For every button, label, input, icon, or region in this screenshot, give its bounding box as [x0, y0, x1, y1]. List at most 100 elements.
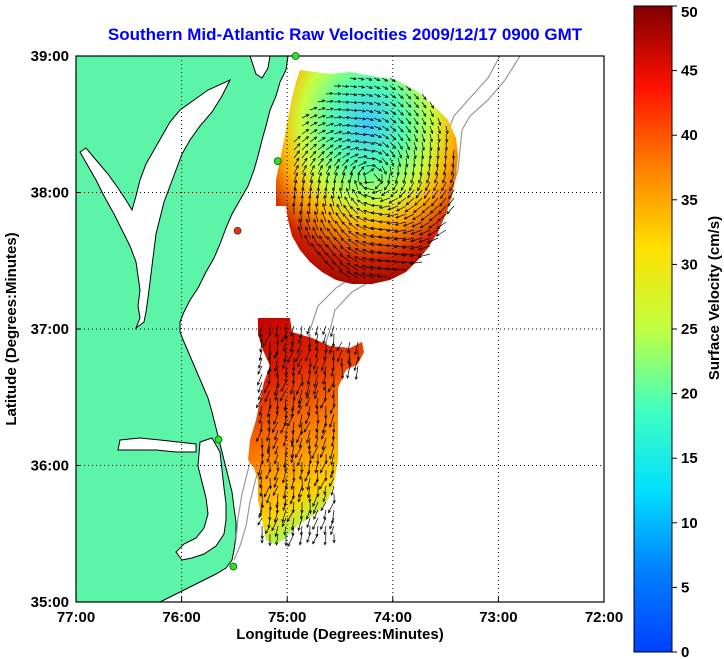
velocity-arrow [389, 77, 396, 82]
velocity-arrow-head [268, 542, 272, 547]
velocity-arrow-head [265, 530, 269, 535]
velocity-arrow-head [322, 129, 326, 133]
velocity-arrow [381, 77, 388, 82]
velocity-arrow [339, 254, 351, 263]
velocity-arrow [394, 237, 407, 240]
velocity-arrow [301, 121, 309, 127]
velocity-arrow [427, 237, 439, 244]
velocity-arrow-head [361, 248, 366, 253]
velocity-arrow [357, 77, 365, 80]
velocity-arrow [349, 147, 359, 151]
velocity-arrow-head [258, 334, 262, 338]
velocity-arrow [325, 108, 334, 111]
colorbar [633, 5, 673, 653]
velocity-arrow-head [377, 235, 382, 239]
velocity-arrow [293, 143, 301, 151]
velocity-arrow [312, 517, 319, 530]
velocity-arrow-head [313, 391, 317, 396]
velocity-arrow [274, 445, 279, 455]
velocity-arrow-head [414, 202, 418, 206]
velocity-arrow [341, 229, 351, 239]
velocity-arrow [365, 109, 374, 113]
velocity-arrow [267, 453, 271, 463]
velocity-arrow-head [313, 136, 318, 140]
velocity-arrow-head [347, 230, 352, 234]
velocity-arrow-head [445, 139, 449, 143]
velocity-arrow-head [355, 232, 359, 236]
velocity-arrow-head [297, 410, 301, 415]
velocity-arrow [373, 141, 382, 147]
velocity-arrow [280, 389, 287, 402]
velocity-arrow-head [407, 87, 412, 92]
velocity-arrow [322, 325, 327, 335]
velocity-arrow [373, 117, 382, 122]
velocity-arrow [317, 107, 326, 111]
velocity-arrow-head [384, 78, 389, 82]
velocity-arrow [325, 130, 334, 135]
velocity-arrow [301, 158, 308, 167]
velocity-arrow-head [419, 232, 423, 236]
velocity-arrow-head [337, 84, 342, 88]
velocity-arrow [261, 493, 264, 508]
velocity-arrow-head [361, 264, 366, 268]
velocity-arrow [293, 172, 298, 183]
velocity-arrow-head [329, 151, 334, 155]
velocity-arrow [290, 341, 295, 353]
velocity-arrow-head [346, 108, 351, 112]
velocity-arrow [419, 229, 431, 236]
colorbar-ticks: 0 5 10 15 20 25 30 35 40 45 50 [672, 4, 698, 659]
velocity-arrow-head [322, 202, 326, 207]
velocity-arrow-head [296, 349, 300, 354]
velocity-arrow-head [402, 180, 406, 184]
velocity-arrow-head [438, 122, 442, 126]
velocity-arrow-head [430, 130, 434, 135]
velocity-arrow [333, 158, 341, 167]
velocity-arrow [325, 123, 334, 127]
velocity-arrow-head [312, 150, 317, 155]
velocity-arrow [436, 157, 439, 167]
velocity-arrow-head [322, 381, 326, 385]
velocity-arrow [287, 413, 295, 427]
velocity-arrow-head [312, 510, 317, 515]
velocity-arrow-head [290, 443, 295, 448]
velocity-arrow-head [298, 424, 302, 429]
velocity-arrow-head [363, 186, 368, 190]
velocity-arrow [283, 437, 287, 447]
velocity-arrow-head [303, 164, 307, 169]
velocity-arrow-head [387, 180, 391, 185]
velocity-arrow [396, 205, 407, 212]
velocity-arrow-head [314, 371, 318, 375]
velocity-arrow-head [340, 375, 345, 380]
velocity-arrow [301, 114, 309, 119]
velocity-arrow-head [324, 186, 328, 191]
velocity-arrow-head [283, 422, 287, 427]
velocity-arrow-head [297, 135, 301, 140]
velocity-arrow-head [322, 122, 326, 126]
velocity-arrow [306, 509, 311, 520]
velocity-arrow-head [407, 129, 411, 134]
velocity-arrow-head [440, 195, 444, 200]
velocity-arrow-head [300, 469, 304, 474]
velocity-arrow-head [349, 205, 354, 210]
velocity-arrow [363, 172, 367, 183]
velocity-arrow [373, 125, 382, 130]
velocity-arrow [348, 349, 351, 364]
velocity-arrow-head [306, 330, 310, 335]
velocity-arrow-head [317, 179, 321, 184]
velocity-arrow-head [392, 78, 396, 82]
velocity-arrow [319, 227, 327, 239]
velocity-arrow-head [321, 136, 326, 141]
velocity-arrow-head [290, 342, 294, 346]
velocity-arrow-head [321, 99, 326, 103]
velocity-arrow-head [294, 172, 298, 176]
velocity-arrow-head [417, 247, 422, 251]
velocity-arrow-head [274, 333, 278, 338]
velocity-arrow [374, 181, 383, 190]
velocity-arrows [256, 77, 456, 548]
velocity-arrow [316, 405, 319, 415]
velocity-arrow-head [388, 200, 393, 204]
velocity-arrow [282, 469, 287, 483]
velocity-arrow [322, 421, 327, 434]
velocity-arrow [327, 381, 335, 392]
velocity-arrow-head [290, 454, 294, 459]
